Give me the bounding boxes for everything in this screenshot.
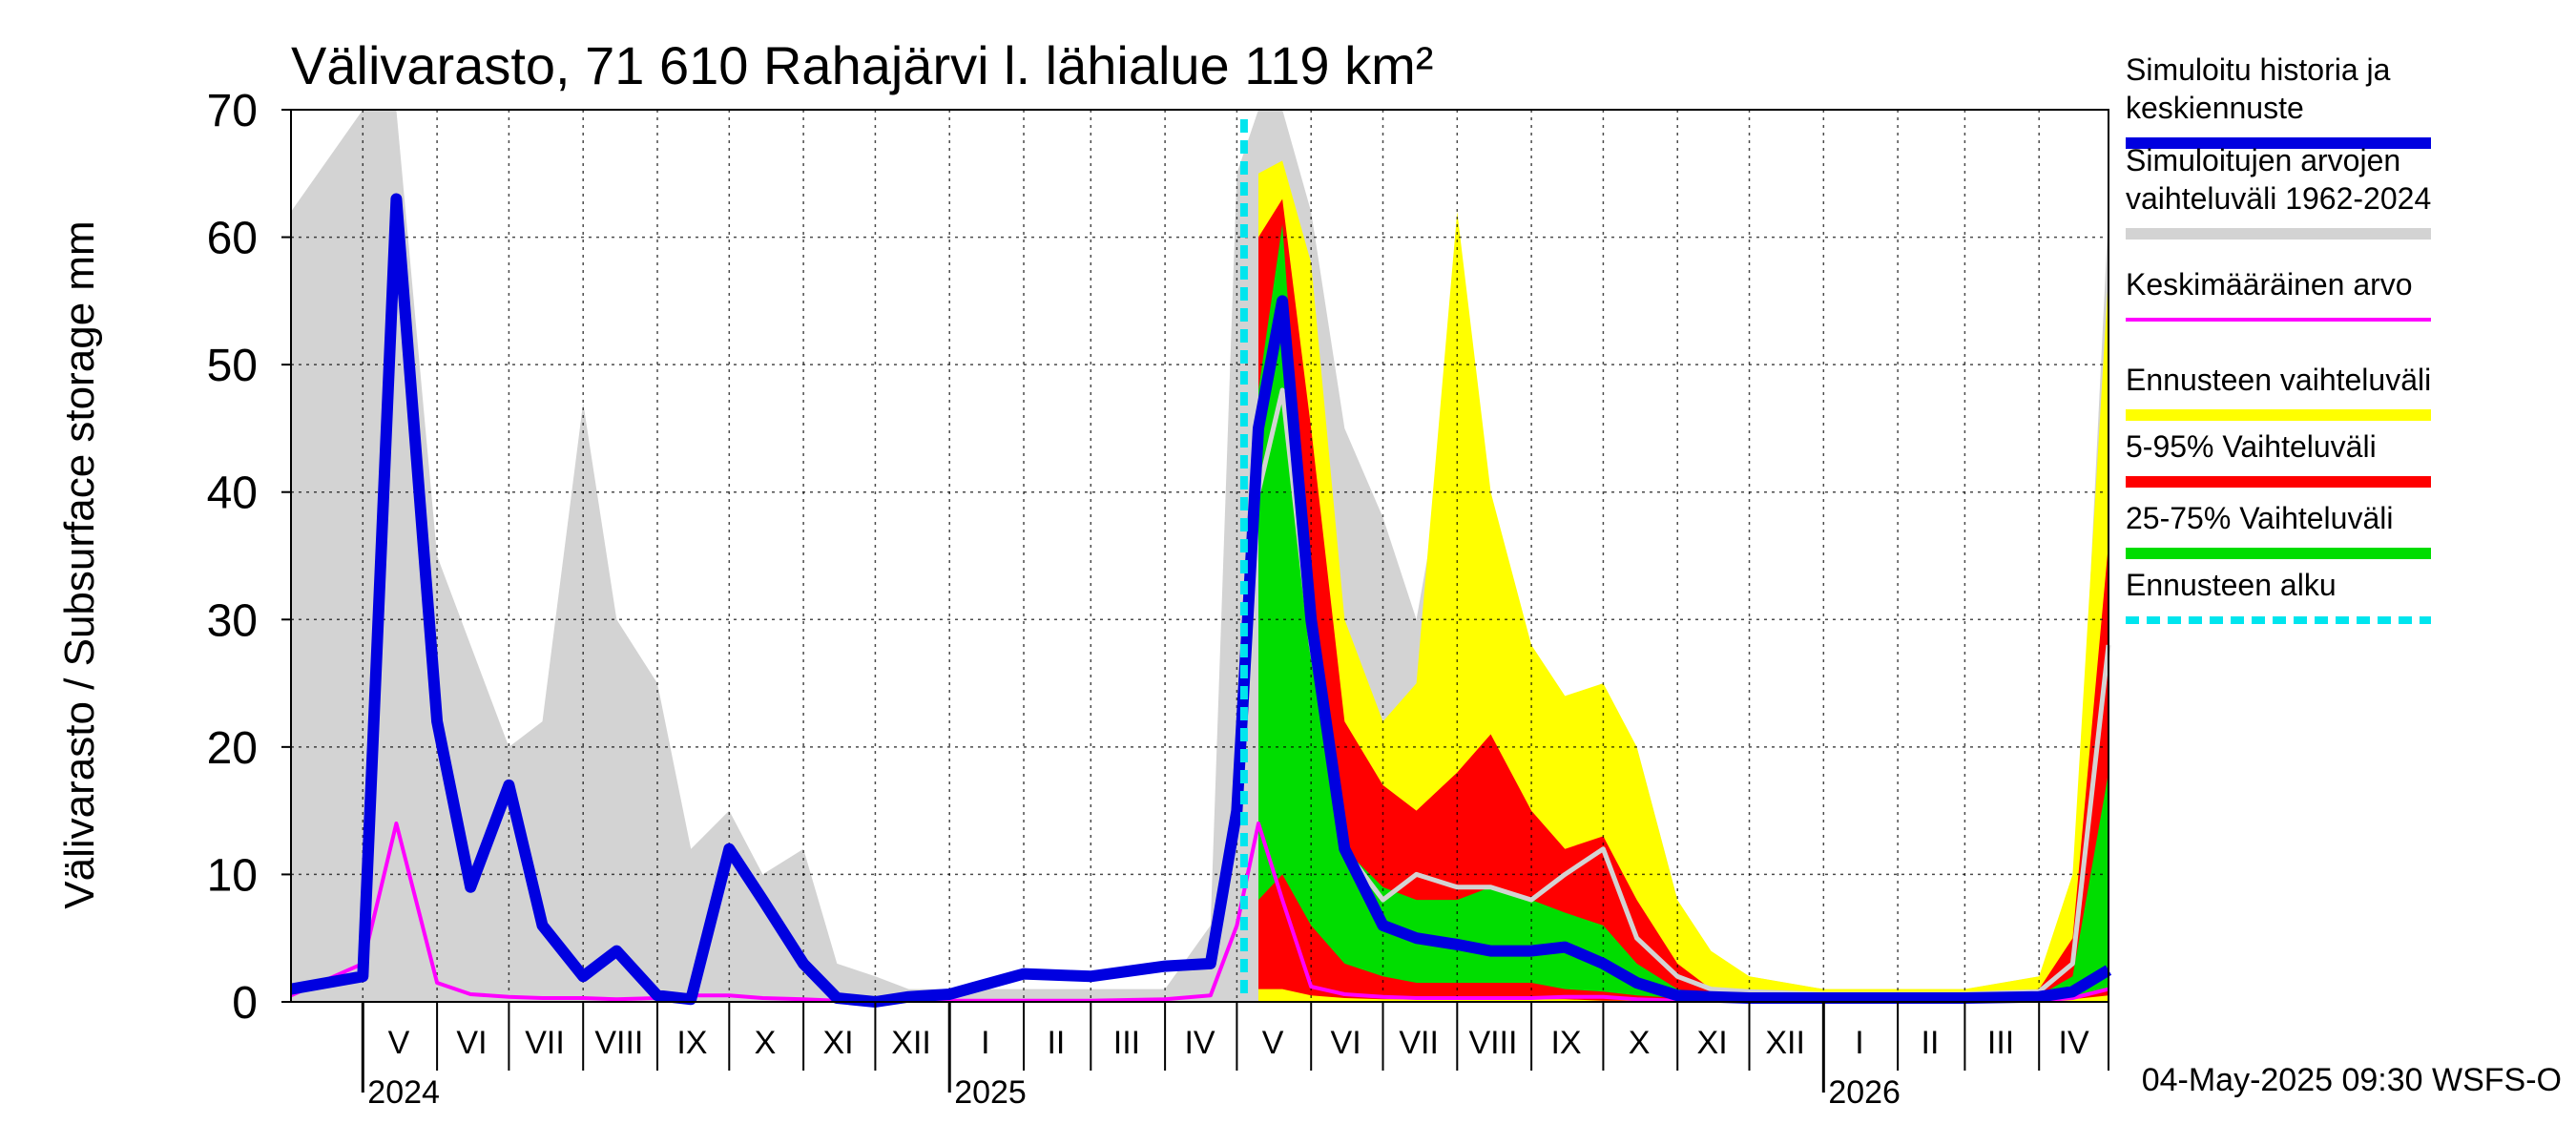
month-label: VII — [1399, 1025, 1439, 1061]
band-2 — [1258, 198, 2109, 1001]
month-label: V — [1262, 1025, 1284, 1061]
month-label: III — [1987, 1025, 2014, 1061]
y-tick-label: 10 — [207, 850, 258, 901]
year-label: 2024 — [367, 1074, 440, 1111]
y-tick-label: 40 — [207, 468, 258, 519]
legend-label: Keskimääräinen arvo — [2126, 267, 2413, 302]
y-tick-label: 20 — [207, 723, 258, 774]
month-label: V — [388, 1025, 410, 1061]
month-label: I — [1855, 1025, 1863, 1061]
month-label: VIII — [594, 1025, 643, 1061]
year-label: 2025 — [954, 1074, 1027, 1111]
legend-label: Simuloitu historia ja — [2126, 52, 2391, 87]
month-label: VII — [525, 1025, 565, 1061]
month-label: XI — [1697, 1025, 1728, 1061]
legend: Simuloitu historia ja keskiennuste Simuloi… — [2126, 52, 2431, 624]
footer-timestamp: 04-May-2025 09:30 WSFS-O — [2142, 1062, 2562, 1098]
month-label: X — [1629, 1025, 1651, 1061]
band-3 — [1258, 224, 2109, 1000]
month-label: XII — [891, 1025, 931, 1061]
month-label: VI — [1331, 1025, 1361, 1061]
month-label: IV — [1184, 1025, 1215, 1061]
y-tick-label: 30 — [207, 595, 258, 646]
month-label: IX — [1550, 1025, 1581, 1061]
month-label: II — [1047, 1025, 1065, 1061]
month-label: IX — [676, 1025, 707, 1061]
y-tick-label: 50 — [207, 341, 258, 391]
month-label: I — [981, 1025, 989, 1061]
legend-label: vaihteluväli 1962-2024 — [2126, 181, 2431, 216]
month-label: III — [1113, 1025, 1140, 1061]
y-tick-label: 60 — [207, 214, 258, 264]
y-tick-label: 70 — [207, 86, 258, 136]
year-label: 2026 — [1828, 1074, 1901, 1111]
chart-title: Välivarasto, 71 610 Rahajärvi l. lähialu… — [291, 35, 1433, 95]
month-label: XI — [822, 1025, 853, 1061]
series-line-2 — [289, 193, 2112, 1008]
legend-label: keskiennuste — [2126, 91, 2304, 125]
legend-label: Ennusteen vaihteluväli — [2126, 363, 2431, 397]
month-label: II — [1922, 1025, 1940, 1061]
month-label: X — [755, 1025, 777, 1061]
legend-label: Simuloitujen arvojen — [2126, 143, 2400, 177]
legend-label: Ennusteen alku — [2126, 568, 2337, 602]
legend-label: 5-95% Vaihteluväli — [2126, 429, 2377, 464]
month-label: XII — [1765, 1025, 1805, 1061]
month-label: IV — [2059, 1025, 2089, 1061]
band-0 — [291, 110, 2109, 1002]
legend-label: 25-75% Vaihteluväli — [2126, 501, 2393, 535]
y-tick-label: 0 — [232, 978, 258, 1029]
plot-frame — [290, 109, 2109, 1003]
y-axis-label: Välivarasto / Subsurface storage mm — [56, 220, 103, 908]
month-label: VIII — [1468, 1025, 1517, 1061]
month-label: VI — [456, 1025, 487, 1061]
